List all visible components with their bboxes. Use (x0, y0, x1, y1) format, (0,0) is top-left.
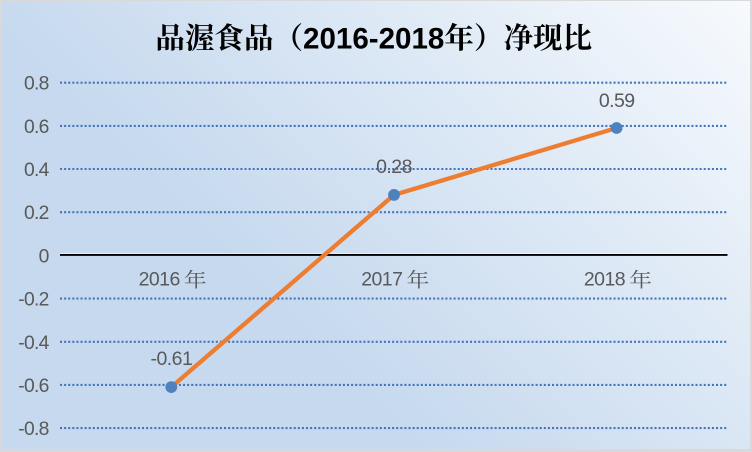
svg-text:-0.61: -0.61 (151, 348, 193, 370)
svg-text:2018: 2018 (584, 269, 625, 291)
svg-text:2016-2018: 2016-2018 (303, 22, 444, 55)
svg-text:-0.6: -0.6 (18, 376, 48, 397)
svg-text:0.2: 0.2 (24, 203, 49, 224)
svg-text:2017: 2017 (361, 269, 402, 291)
svg-text:0.8: 0.8 (24, 74, 49, 95)
svg-text:0: 0 (39, 246, 49, 267)
svg-text:-0.8: -0.8 (18, 419, 48, 440)
svg-text:0.6: 0.6 (24, 117, 49, 138)
svg-text:-0.4: -0.4 (18, 333, 49, 354)
svg-text:0.4: 0.4 (24, 160, 50, 181)
svg-text:2016: 2016 (139, 269, 180, 291)
svg-text:0.28: 0.28 (376, 156, 412, 178)
svg-text:-0.2: -0.2 (18, 290, 48, 311)
svg-text:0.59: 0.59 (599, 90, 635, 112)
